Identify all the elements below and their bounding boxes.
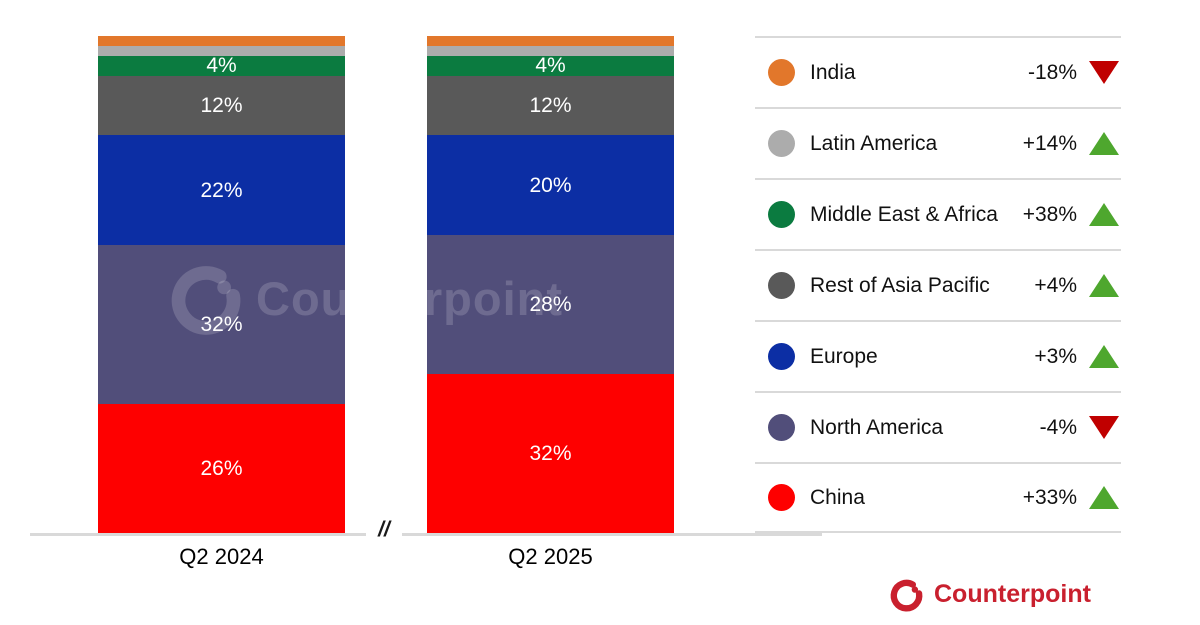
yoy-change-value: -18%: [1027, 60, 1077, 84]
bar-segment-rest-of-asia-pacific: 12%: [98, 75, 345, 136]
x-tick-label-q2-2024: Q2 2024: [179, 544, 264, 569]
legend: India -18% Latin America +14% Middle East & …: [755, 36, 1121, 533]
bar-segment-value-label: 22%: [200, 178, 243, 202]
counterpoint-brand-logo: Counterpoint: [888, 576, 1091, 613]
yoy-change-value: +14%: [1022, 131, 1077, 155]
legend-label: Latin America: [810, 131, 938, 155]
bar-segment-europe: 20%: [427, 135, 674, 235]
x-axis-line-right: [402, 533, 822, 536]
bar-segment-value-label: 28%: [529, 292, 572, 316]
legend-dot-north-america: [768, 414, 795, 441]
legend-row-latin-america: Latin America +14%: [755, 107, 1121, 178]
legend-row-india: India -18%: [755, 36, 1121, 107]
legend-row-china: China +33%: [755, 462, 1121, 533]
trend-up-icon: [1089, 486, 1119, 509]
legend-dot-india: [768, 59, 795, 86]
legend-dot-latin-america: [768, 130, 795, 157]
trend-up-icon: [1089, 274, 1119, 297]
x-tick-label-q2-2025: Q2 2025: [508, 544, 593, 569]
legend-label: China: [810, 485, 865, 509]
bar-segment-value-label: 12%: [200, 94, 243, 118]
trend-up-icon: [1089, 132, 1119, 155]
brand-name-text: Counterpoint: [934, 580, 1091, 608]
counterpoint-logo-icon: [890, 579, 923, 612]
trend-down-icon: [1089, 61, 1119, 84]
bar-segment-china: 32%: [427, 373, 674, 533]
axis-break-marker: //: [378, 518, 390, 541]
yoy-change-value: -4%: [1039, 415, 1077, 439]
bar-segment-value-label: 4%: [206, 54, 237, 78]
bar-segment-india: [427, 36, 674, 46]
bar-segment-value-label: 20%: [529, 173, 572, 197]
bar-segment-europe: 22%: [98, 135, 345, 245]
bar-segment-china: 26%: [98, 403, 345, 533]
legend-dot-middle-east-africa: [768, 201, 795, 228]
bar-segment-middle-east-africa: 4%: [98, 54, 345, 78]
legend-label: Middle East & Africa: [810, 202, 998, 226]
bar-segment-north-america: 32%: [98, 244, 345, 404]
yoy-change-value: +3%: [1034, 344, 1077, 368]
stacked-bar-q2-2025: 4% 12% 20% 28% 32%: [427, 36, 674, 533]
trend-up-icon: [1089, 345, 1119, 368]
legend-dot-rest-of-asia-pacific: [768, 272, 795, 299]
bar-segment-value-label: 32%: [529, 441, 572, 465]
bar-segment-value-label: 26%: [200, 456, 243, 480]
yoy-change-value: +33%: [1022, 485, 1077, 509]
bar-segment-middle-east-africa: 4%: [427, 54, 674, 78]
legend-row-north-america: North America -4%: [755, 391, 1121, 462]
bar-segment-value-label: 32%: [200, 312, 243, 336]
legend-dot-china: [768, 484, 795, 511]
bar-segment-value-label: 4%: [535, 54, 566, 78]
yoy-change-value: +4%: [1034, 273, 1077, 297]
bar-segment-north-america: 28%: [427, 234, 674, 374]
trend-down-icon: [1089, 416, 1119, 439]
x-axis-line-left: [30, 533, 366, 536]
legend-row-rest-of-asia-pacific: Rest of Asia Pacific +4%: [755, 249, 1121, 320]
legend-label: Europe: [810, 344, 878, 368]
bar-segment-latin-america: [98, 45, 345, 56]
legend-label: North America: [810, 415, 944, 439]
legend-label: Rest of Asia Pacific: [810, 273, 990, 297]
legend-dot-europe: [768, 343, 795, 370]
stacked-bar-q2-2024: 4% 12% 22% 32% 26%: [98, 36, 345, 533]
trend-up-icon: [1089, 203, 1119, 226]
yoy-change-value: +38%: [1022, 202, 1077, 226]
bar-segment-india: [98, 36, 345, 46]
bar-segment-value-label: 12%: [529, 94, 572, 118]
bar-segment-rest-of-asia-pacific: 12%: [427, 75, 674, 136]
bar-segment-latin-america: [427, 45, 674, 56]
legend-row-middle-east-africa: Middle East & Africa +38%: [755, 178, 1121, 249]
legend-label: India: [810, 60, 856, 84]
legend-row-europe: Europe +3%: [755, 320, 1121, 391]
